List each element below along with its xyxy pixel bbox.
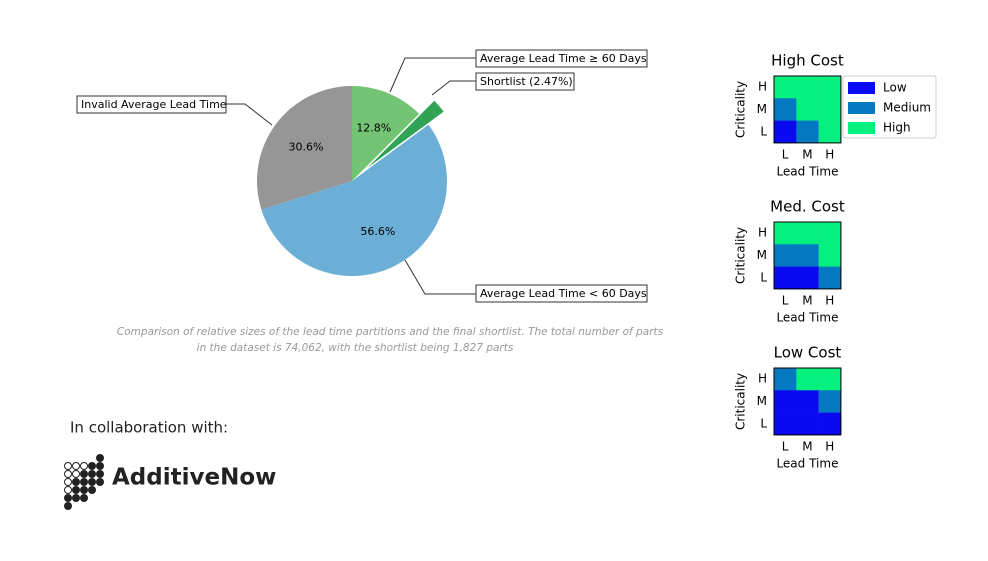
heatmap-cell: [774, 76, 797, 99]
heatmap-title: Med. Cost: [770, 198, 845, 216]
x-tick-label: H: [825, 147, 834, 161]
x-axis-label: Lead Time: [776, 310, 838, 324]
y-tick-label: H: [758, 372, 767, 386]
y-axis-label: Criticality: [734, 81, 748, 138]
y-tick-label: M: [757, 248, 767, 262]
collaboration-text: In collaboration with:: [70, 419, 228, 437]
heatmap-cell: [796, 120, 819, 144]
heatmap-title: Low Cost: [774, 344, 842, 362]
heatmap-cell: [796, 368, 819, 391]
y-tick-label: L: [760, 270, 767, 284]
logo-text: AdditiveNow: [112, 465, 276, 491]
heatmap-cell: [818, 244, 842, 267]
heatmap-cell: [774, 120, 797, 144]
legend-label: High: [883, 121, 911, 135]
slice-label: 12.8%: [356, 121, 391, 134]
pie-label: Invalid Average Lead Time: [81, 98, 227, 111]
y-tick-label: M: [757, 102, 767, 116]
x-tick-label: H: [825, 439, 834, 453]
y-tick-label: H: [758, 80, 767, 94]
x-axis-label: Lead Time: [776, 164, 838, 178]
heatmap-cell: [774, 368, 797, 391]
heatmap-cell: [796, 244, 819, 267]
legend-label: Medium: [883, 101, 931, 115]
heatmap-cell: [796, 390, 819, 413]
heatmap-frame: [773, 221, 842, 290]
heatmap-cell: [796, 98, 819, 121]
pie-label: Shortlist (2.47%): [480, 75, 573, 88]
y-tick-label: L: [760, 124, 767, 138]
slice-label: 56.6%: [360, 225, 395, 238]
annotation-boxes: [76, 49, 648, 303]
heatmap-cell: [796, 76, 819, 99]
x-tick-label: L: [782, 439, 789, 453]
heatmap-cell: [818, 390, 842, 413]
x-tick-label: H: [825, 293, 834, 307]
caption: in the dataset is 74,062, with the short…: [197, 342, 514, 354]
y-tick-label: L: [760, 416, 767, 430]
y-axis-label: Criticality: [734, 227, 748, 284]
heatmap-cell: [818, 266, 842, 290]
heatmap-cell: [774, 222, 797, 245]
heatmap-cell: [796, 222, 819, 245]
heatmap-cell: [818, 98, 842, 121]
x-tick-label: L: [782, 293, 789, 307]
x-tick-label: L: [782, 147, 789, 161]
heatmap-cell: [818, 222, 842, 245]
heatmap-cell: [818, 412, 842, 436]
leader-lines: [226, 57, 476, 295]
legend-swatch: [848, 82, 875, 94]
heatmap-cell: [796, 266, 819, 290]
heatmap-cell: [774, 98, 797, 121]
pie-slice: [261, 124, 447, 276]
y-tick-label: H: [758, 226, 767, 240]
heatmap-cell: [818, 368, 842, 391]
legend-swatch: [848, 102, 875, 114]
pie-slice: [352, 86, 420, 181]
heatmap-cell: [796, 412, 819, 436]
heatmap-cell: [818, 76, 842, 99]
x-tick-label: M: [802, 293, 812, 307]
y-tick-label: M: [757, 394, 767, 408]
heatmap-cell: [774, 244, 797, 267]
heatmap-cell: [774, 390, 797, 413]
legend-swatch: [848, 122, 875, 134]
pie-label: Average Lead Time ≥ 60 Days: [480, 52, 647, 65]
heatmap-frame: [773, 367, 842, 436]
x-tick-label: M: [802, 439, 812, 453]
legend-label: Low: [883, 81, 907, 95]
heatmap-cell: [774, 266, 797, 290]
heatmap-frame: [773, 75, 842, 144]
pie-slice: [256, 86, 352, 210]
x-axis-label: Lead Time: [776, 456, 838, 470]
y-axis-label: Criticality: [734, 373, 748, 430]
heatmap-cell: [774, 412, 797, 436]
pie-slice: [367, 100, 444, 168]
logo-icon: [64, 454, 104, 510]
x-tick-label: M: [802, 147, 812, 161]
heatmap-title: High Cost: [771, 52, 844, 70]
slice-label: 30.6%: [289, 140, 324, 153]
caption: Comparison of relative sizes of the lead…: [117, 326, 664, 338]
heatmap-cell: [818, 120, 842, 144]
pie-label: Average Lead Time < 60 Days: [480, 287, 647, 300]
